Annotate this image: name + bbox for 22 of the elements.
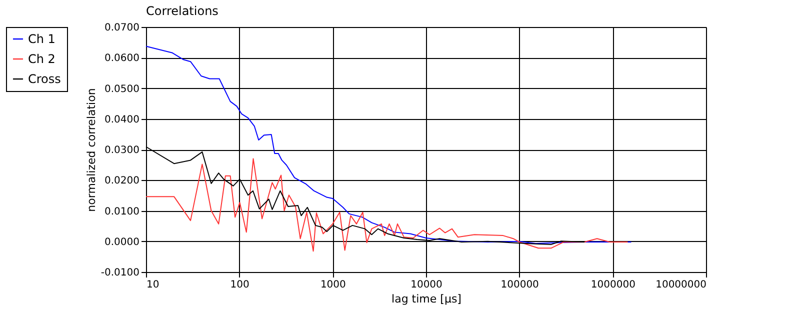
y-tick-label: 0.0100 <box>104 206 140 218</box>
x-tick-label: 10 <box>146 280 160 290</box>
legend-label: Ch 2 <box>28 52 56 66</box>
x-tick-label: 100 <box>230 280 250 290</box>
y-tick-label: 0.0600 <box>104 53 140 64</box>
y-tick-label: 0.0500 <box>104 84 140 95</box>
x-tick-label: 100000 <box>500 280 539 290</box>
x-tick-label: 1000000 <box>590 280 636 290</box>
y-tick-label: 0.0300 <box>104 145 140 156</box>
x-axis-title: lag time [µs] <box>392 292 462 306</box>
y-tick-label: -0.0100 <box>100 268 140 278</box>
x-tick-label: 10000 <box>410 280 442 290</box>
y-tick-label: 0.0400 <box>104 114 140 126</box>
x-tick-label: 1000 <box>320 280 346 290</box>
legend-label: Cross <box>28 72 61 86</box>
y-axis-title: normalized correlation <box>84 88 98 212</box>
legend-label: Ch 1 <box>28 32 56 46</box>
y-tick-label: 0.0200 <box>104 176 140 187</box>
chart-title: Correlations <box>146 4 218 18</box>
y-tick-label: 0.0000 <box>104 236 140 248</box>
y-tick-label: 0.0700 <box>104 22 140 34</box>
x-tick-label: 10000000 <box>656 280 706 290</box>
